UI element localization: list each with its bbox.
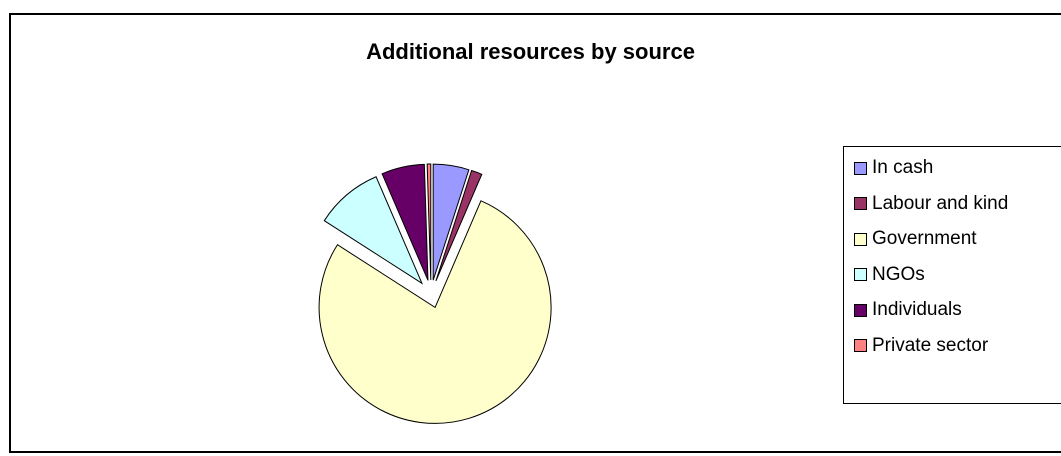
legend-item: Labour and kind: [854, 193, 1008, 215]
pie-slice-labour-and-kind: [435, 169, 483, 282]
legend-item: Individuals: [854, 299, 962, 321]
pie-slice-ngos: [323, 176, 424, 285]
legend-swatch: [854, 268, 867, 281]
legend-swatch: [854, 303, 867, 317]
legend: In cash Labour and kind Government NGOs Indi…: [843, 146, 1061, 404]
pie-slice-government: [318, 200, 552, 424]
legend-label: Private sector: [872, 334, 989, 356]
legend-swatch: [854, 232, 867, 246]
legend-item: In cash: [854, 157, 933, 179]
legend-label: Government: [872, 228, 977, 249]
legend-swatch: [854, 197, 867, 210]
legend-item: NGOs: [854, 264, 925, 286]
chart-title: Additional resources by source: [366, 39, 695, 64]
legend-swatch: [854, 161, 867, 175]
legend-label: Individuals: [872, 299, 962, 320]
legend-label: In cash: [872, 157, 934, 178]
legend-item: Private sector: [854, 335, 988, 357]
pie-slice-private-sector: [426, 163, 432, 281]
legend-label: NGOs: [872, 263, 925, 285]
legend-swatch: [854, 339, 867, 352]
pie-slice-in-cash: [432, 163, 470, 281]
legend-label: Labour and kind: [872, 192, 1009, 214]
pie-slice-individuals: [381, 163, 429, 281]
legend-item: Government: [854, 228, 977, 250]
